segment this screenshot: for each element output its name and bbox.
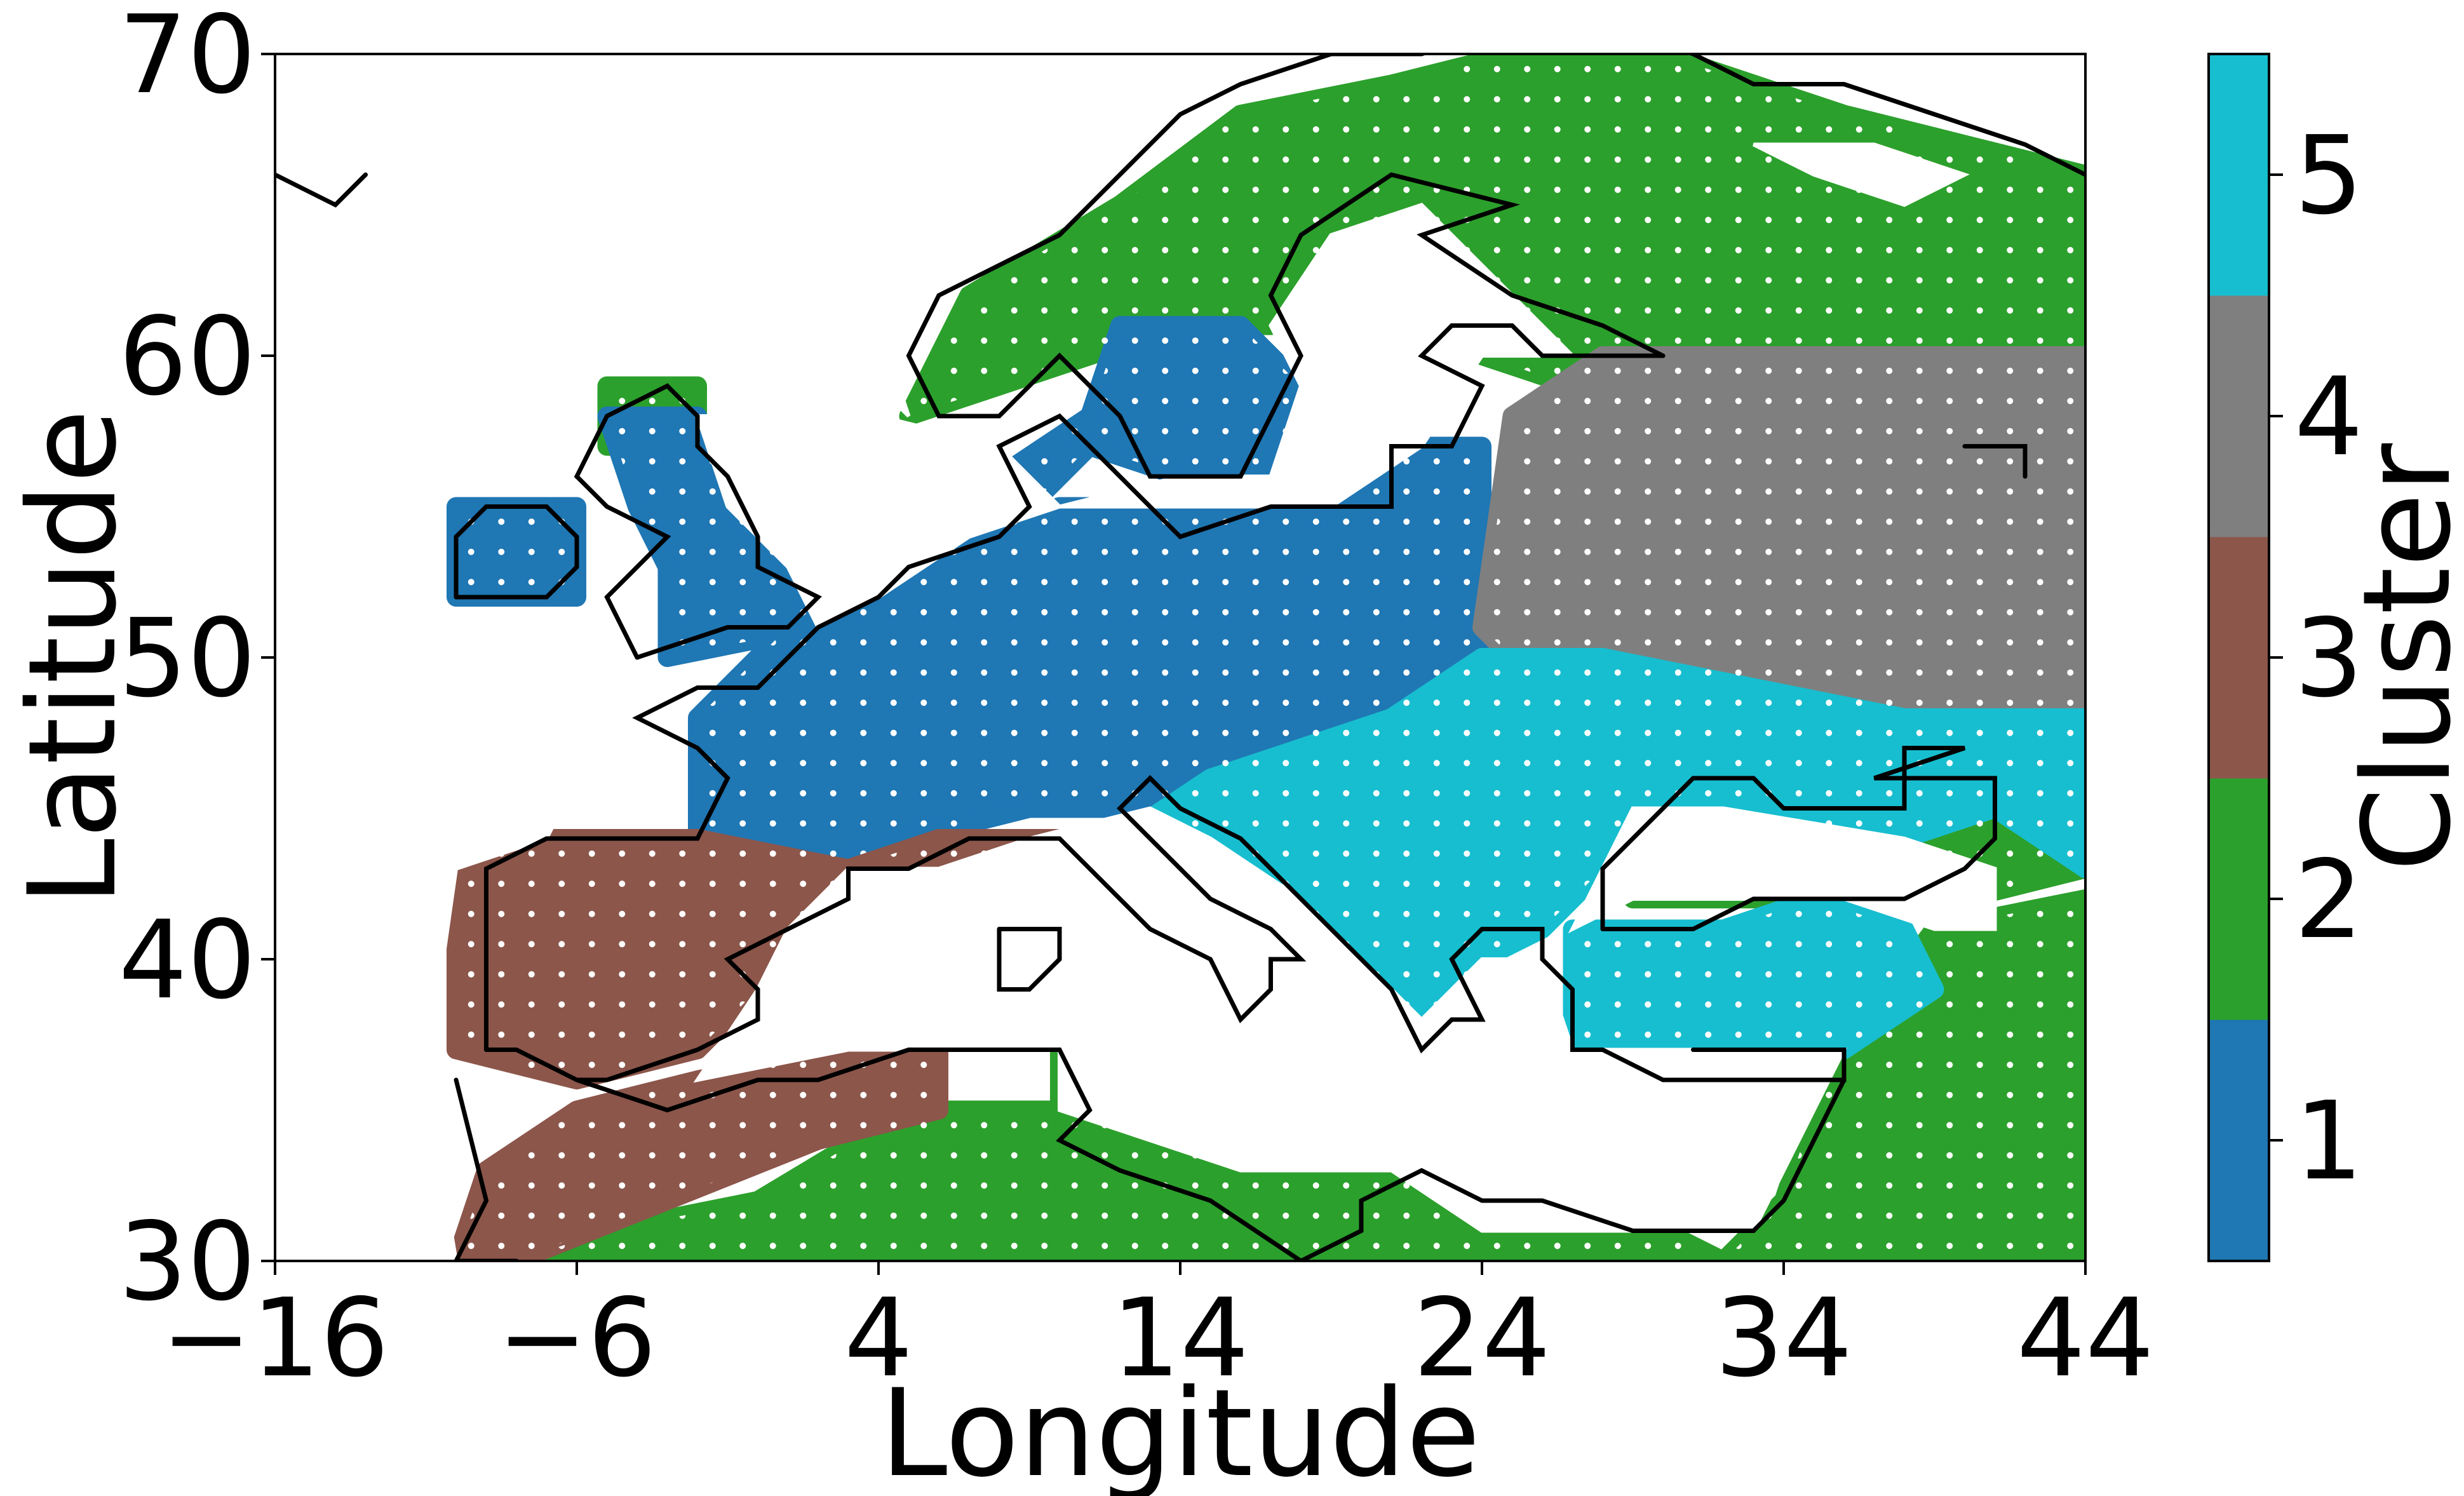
- colorbar-tick-label: 2: [2294, 837, 2363, 963]
- x-tick-label: −6: [497, 1276, 657, 1401]
- x-tick-label: 4: [844, 1276, 913, 1401]
- coastlines: [275, 54, 2085, 1261]
- colorbar-tick-label: 4: [2294, 354, 2363, 480]
- colorbar-tick-label: 5: [2294, 113, 2363, 239]
- colorbar-segment-1: [2209, 1020, 2269, 1262]
- coastline: [574, 383, 822, 660]
- colorbar-segment-3: [2209, 537, 2269, 779]
- colorbar-segment-5: [2209, 54, 2269, 296]
- coastline: [997, 927, 1062, 992]
- coastline: [454, 1077, 519, 1261]
- y-axis-ticks: 30 40 50 60 70: [119, 0, 275, 1325]
- coastline: [906, 54, 2085, 479]
- y-axis-label: Latitude: [3, 409, 143, 906]
- y-tick-label: 70: [119, 0, 256, 118]
- colorbar-label: Cluster: [2337, 443, 2464, 872]
- colorbar-tick-label: 3: [2294, 596, 2363, 722]
- y-tick-label: 60: [119, 294, 256, 420]
- x-tick-label: 24: [1413, 1276, 1551, 1401]
- x-axis-label: Longitude: [880, 1363, 1481, 1496]
- grid-points: [275, 54, 2085, 1261]
- map-plot-area: [275, 54, 2085, 1261]
- y-tick-label: 40: [119, 898, 256, 1023]
- x-tick-label: −16: [161, 1276, 389, 1401]
- x-axis-ticks: −16 −6 4 14 24 34 44: [161, 1261, 2154, 1401]
- colorbar: 1 2 3 4 5 Cluster: [2207, 53, 2464, 1262]
- colorbar-tick-label: 1: [2294, 1079, 2363, 1204]
- colorbar-segment-4: [2209, 295, 2269, 537]
- x-tick-label: 14: [1112, 1276, 1249, 1401]
- coastline: [484, 323, 1666, 1052]
- y-tick-label: 50: [119, 596, 256, 722]
- coastline: [1600, 746, 1997, 931]
- coastline: [574, 1048, 1847, 1261]
- x-tick-label: 34: [1715, 1276, 1852, 1401]
- y-tick-label: 30: [119, 1199, 256, 1325]
- coastline: [484, 775, 1847, 1082]
- coastline: [1962, 444, 2028, 479]
- colorbar-segments: [2209, 54, 2269, 1262]
- coastline: [454, 504, 579, 600]
- colorbar-segment-2: [2209, 778, 2269, 1020]
- x-tick-label: 44: [2017, 1276, 2154, 1401]
- grid-point-markers: [275, 54, 2085, 1261]
- colorbar-ticks: 1 2 3 4 5: [2269, 113, 2363, 1204]
- coastline: [275, 172, 368, 208]
